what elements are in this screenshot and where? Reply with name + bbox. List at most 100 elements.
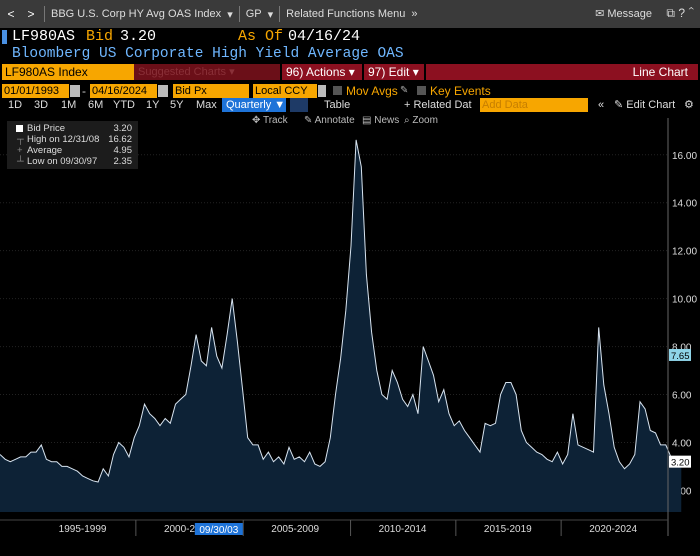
breadcrumb[interactable]: BBG U.S. Corp HY Avg OAS Index xyxy=(51,8,222,20)
period-1m[interactable]: 1M xyxy=(61,99,77,111)
legend-series-name: Bid Price xyxy=(27,123,66,134)
edit-chart-button[interactable]: ✎ Edit Chart xyxy=(614,99,676,111)
legend-low: ┴ Low on 09/30/97 2.35 xyxy=(7,156,138,167)
gp-menu[interactable]: GP xyxy=(245,8,262,20)
legend-high: ┬ High on 12/31/08 16.62 xyxy=(7,134,138,145)
edit-menu[interactable]: 97) Edit ▾ xyxy=(364,64,424,80)
period-max[interactable]: Max xyxy=(196,99,217,111)
key-events-label: Key Events xyxy=(430,84,491,98)
pencil-icon[interactable]: ✎ xyxy=(400,85,409,96)
legend-high-value: 16.62 xyxy=(108,134,132,145)
series-swatch xyxy=(16,125,23,132)
actions-menu[interactable]: 96) Actions ▾ xyxy=(282,64,362,80)
hover-date-box xyxy=(194,523,243,535)
period-ytd[interactable]: YTD xyxy=(113,99,135,111)
marker-value-label: 7.65 xyxy=(671,351,690,362)
chart-legend: Bid Price 3.20 ┬ High on 12/31/08 16.62 … xyxy=(7,121,138,169)
related-functions-menu[interactable]: Related Functions Menu xyxy=(286,8,406,20)
y-tick-label: 6.00 xyxy=(672,391,692,402)
forward-button[interactable]: > xyxy=(27,7,35,21)
period-5y[interactable]: 5Y xyxy=(170,99,184,111)
frequency-selector[interactable]: Quarterly ▼ xyxy=(222,98,286,112)
news-tool[interactable]: ▤ News xyxy=(362,115,400,126)
series-area xyxy=(0,139,682,512)
mov-avgs-checkbox[interactable] xyxy=(333,86,342,95)
period-3d[interactable]: 3D xyxy=(34,99,49,111)
end-date-input[interactable]: 04/16/2024 xyxy=(90,84,157,98)
annotate-label: Annotate xyxy=(314,115,355,126)
line-chart-icon[interactable] xyxy=(290,98,308,112)
chart-tools: ✥ Track ✎ Annotate ▤ News ⌕ Zoom xyxy=(0,114,700,128)
calendar-icon[interactable] xyxy=(70,85,80,97)
suggested-charts-label: Suggested Charts xyxy=(138,66,227,78)
annotate-tool[interactable]: ✎ Annotate xyxy=(304,115,355,126)
divider xyxy=(279,6,281,22)
period-1d[interactable]: 1D xyxy=(8,99,23,111)
collapse-icon[interactable]: « xyxy=(598,99,605,111)
security-row: LF980AS Index Suggested Charts ▾ 96) Act… xyxy=(0,64,700,80)
current-value-box xyxy=(669,455,691,468)
news-label: News xyxy=(374,115,400,126)
divider xyxy=(44,6,45,22)
ticker-header: LF980AS Bid 3.20 As Of 04/16/24 xyxy=(0,28,700,46)
start-date-input[interactable]: 01/01/1993 xyxy=(2,84,69,98)
track-label: Track xyxy=(262,115,288,126)
envelope-icon: ✉ xyxy=(595,8,605,20)
message-label: Message xyxy=(607,8,652,20)
edit-label: 97) Edit xyxy=(368,65,410,79)
legend-average-value: 4.95 xyxy=(113,145,133,156)
x-tick-label: 2015-2019 xyxy=(484,524,532,535)
zoom-tool[interactable]: ⌕ Zoom xyxy=(404,115,438,126)
back-button[interactable]: < xyxy=(7,7,15,21)
divider xyxy=(238,6,240,22)
asof-date: 04/16/24 xyxy=(288,28,361,45)
field-selector[interactable]: Bid Px xyxy=(173,84,249,98)
legend-average-label: Average xyxy=(27,145,63,156)
security-input[interactable]: LF980AS Index xyxy=(2,64,134,80)
chevron-down-icon[interactable] xyxy=(318,85,326,97)
legend-series[interactable]: Bid Price 3.20 xyxy=(7,123,138,134)
date-range-row: 01/01/1993 - 04/16/2024 Bid Px Local CCY… xyxy=(0,84,700,98)
double-chevron-down-icon: » xyxy=(411,8,418,20)
related-data-button[interactable]: + Related Dat xyxy=(404,99,472,111)
chart-type-selector[interactable]: Line Chart xyxy=(426,64,698,80)
key-events-checkbox[interactable] xyxy=(417,86,426,95)
frequency-label: Quarterly xyxy=(226,99,272,111)
chevron-down-icon: ▾ xyxy=(267,8,274,21)
actions-label: 96) Actions xyxy=(286,65,346,79)
chevron-down-icon: ▾ xyxy=(227,8,233,21)
add-data-input[interactable]: Add Data xyxy=(480,98,588,112)
legend-average: + Average 4.95 xyxy=(7,145,138,156)
low-marker-icon: ┴ xyxy=(17,156,24,167)
gear-icon[interactable]: ⚙ xyxy=(684,99,694,111)
x-tick-label: 2010-2014 xyxy=(379,524,427,535)
legend-low-value: 2.35 xyxy=(113,156,133,167)
high-marker-icon: ┬ xyxy=(17,134,24,145)
x-tick-label: 2000-2004 xyxy=(164,524,212,535)
y-tick-label: 8.00 xyxy=(672,343,692,354)
table-button[interactable]: Table xyxy=(324,99,351,111)
marker-value-box xyxy=(669,348,691,361)
period-1y[interactable]: 1Y xyxy=(146,99,160,111)
x-tick-label: 2020-2024 xyxy=(589,524,637,535)
y-tick-label: 14.00 xyxy=(672,199,697,210)
bid-label: Bid xyxy=(86,28,114,45)
security-description: Bloomberg US Corporate High Yield Averag… xyxy=(12,46,404,62)
range-dash: - xyxy=(82,84,86,98)
message-button[interactable]: ✉ Message xyxy=(595,7,652,20)
top-nav: < > BBG U.S. Corp HY Avg OAS Index ▾ GP … xyxy=(0,0,700,28)
track-tool[interactable]: ✥ Track xyxy=(252,115,288,126)
asof-label: As Of xyxy=(238,28,284,45)
calendar-icon[interactable] xyxy=(158,85,168,97)
window-controls[interactable]: ⧉ ? ⌃ xyxy=(666,6,694,20)
series-line[interactable] xyxy=(0,139,682,483)
hover-date-label: 09/30/03 xyxy=(199,525,238,536)
chart-area[interactable]: 2.00 4.00 6.00 8.00 10.00 12.00 14.00 16.00 1995… xyxy=(0,118,700,556)
ticker-marker xyxy=(2,30,7,44)
ticker-symbol: LF980AS xyxy=(12,28,76,45)
currency-selector[interactable]: Local CCY xyxy=(253,84,317,98)
period-6m[interactable]: 6M xyxy=(88,99,104,111)
y-tick-label: 2.00 xyxy=(672,486,692,497)
y-tick-label: 12.00 xyxy=(672,247,697,258)
suggested-charts-button[interactable]: Suggested Charts ▾ xyxy=(134,64,280,80)
